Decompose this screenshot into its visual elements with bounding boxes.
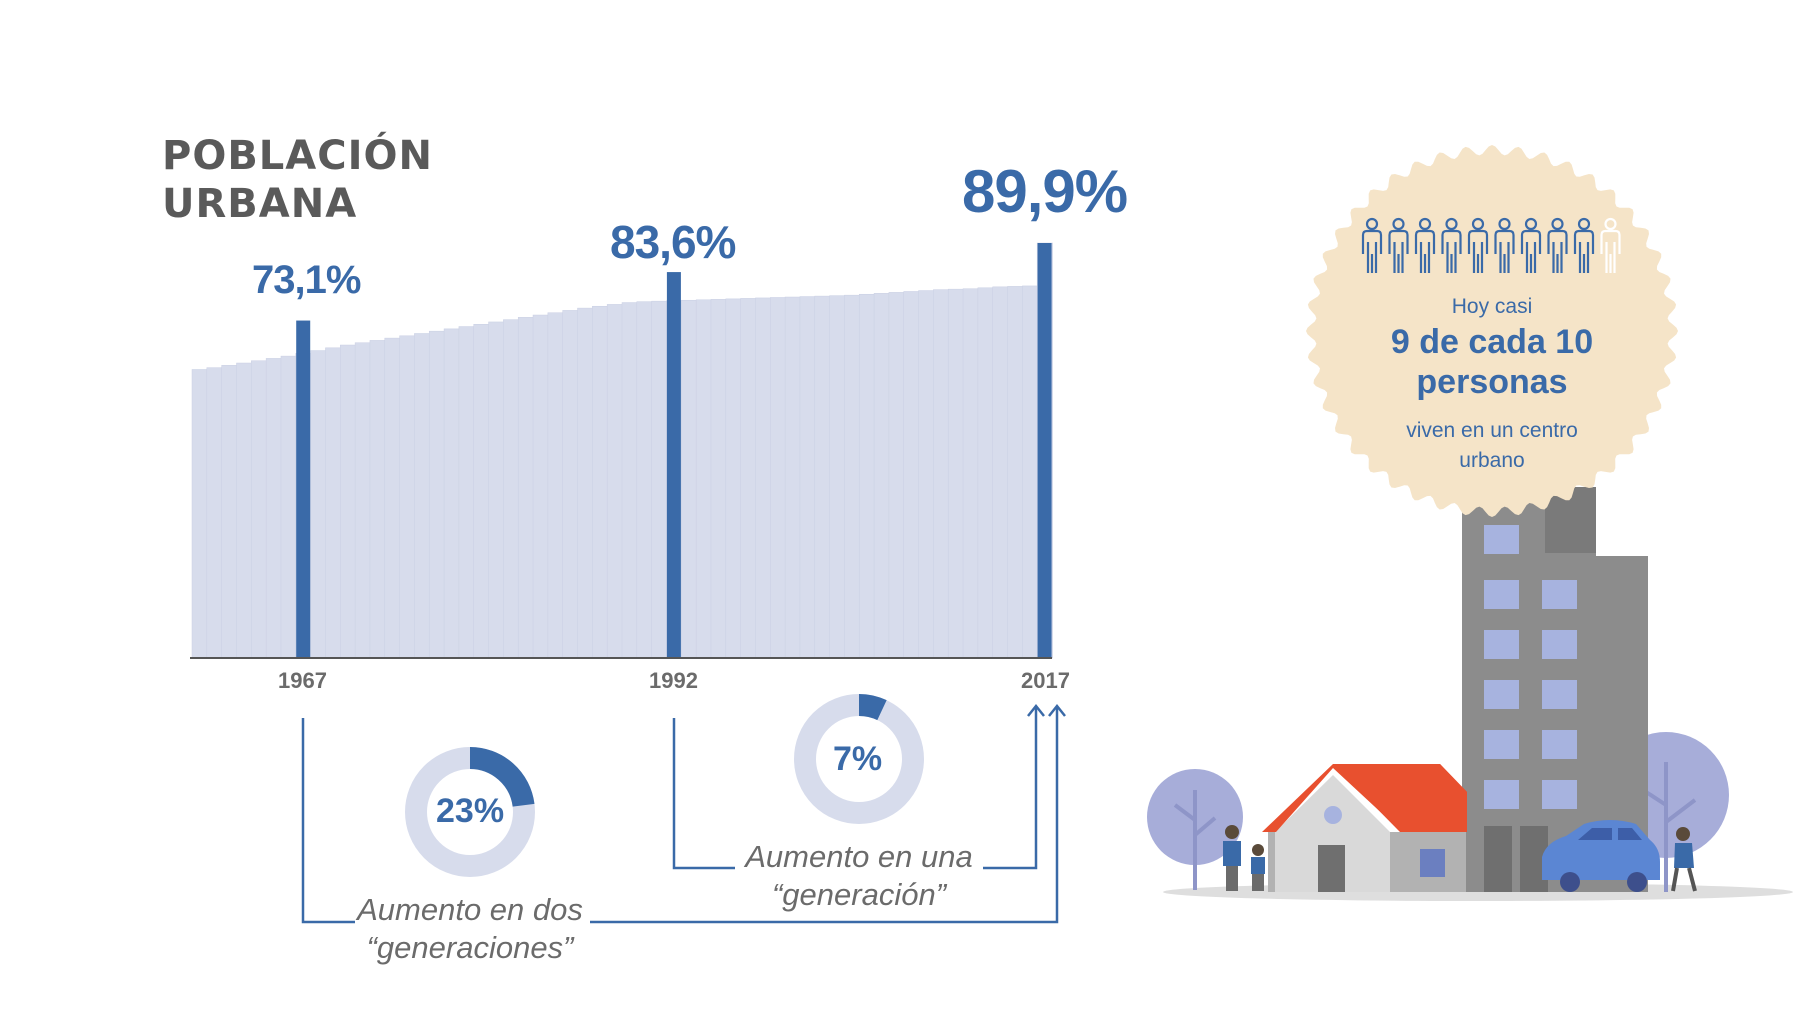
people-row: [1361, 217, 1621, 273]
donut-label-7: 7%: [833, 740, 883, 778]
donut-label-23: 23%: [436, 792, 505, 830]
car-icon: [1542, 820, 1660, 892]
person-icon: [1223, 825, 1241, 891]
person-icon: [1467, 217, 1489, 273]
person-icon: [1520, 217, 1542, 273]
highlight-bar-2017: [1037, 243, 1052, 658]
person-icon: [1494, 217, 1515, 273]
highlight-bar-1992: [666, 272, 681, 658]
person-icon: [1600, 217, 1621, 273]
sticker-line-3: personas: [1416, 363, 1568, 401]
arrowhead-icon: [1048, 703, 1066, 717]
donut-one-generation: [794, 694, 924, 824]
arrowhead-icon: [1027, 703, 1045, 717]
caption-one-generation: Aumento en una “generación”: [718, 838, 1000, 914]
sticker-background: [1306, 145, 1678, 517]
value-label-1992: 83,6%: [610, 216, 736, 268]
caption-two-generations-line2: “generaciones”: [366, 930, 574, 965]
tick-label-1992: 1992: [649, 668, 698, 693]
tree-icon: [1147, 769, 1243, 890]
sticker-line-2: 9 de cada 10: [1390, 323, 1594, 361]
connector-one-generation-right: [983, 706, 1038, 870]
person-icon: [1441, 217, 1462, 273]
caption-one-generation-line1: Aumento en una: [745, 839, 973, 874]
donut-arc-23: [469, 747, 535, 808]
person-icon: [1251, 844, 1265, 891]
tick-label-1967: 1967: [278, 668, 327, 693]
caption-two-generations: Aumento en dos “generaciones”: [330, 891, 610, 967]
sticker-line-5: urbano: [1459, 449, 1525, 472]
house-icon: [1262, 764, 1467, 892]
value-label-1967: 73,1%: [252, 258, 361, 302]
bars-highlighted: [296, 243, 1052, 658]
donut-arc-7: [858, 694, 887, 721]
person-icon: [1671, 827, 1697, 892]
chart-title: POBLACIÓN URBANA: [162, 132, 433, 228]
title-line-1: POBLACIÓN: [162, 133, 433, 179]
value-label-2017: 89,9%: [962, 158, 1128, 225]
person-icon: [1361, 217, 1383, 273]
highlight-bar-1967: [296, 320, 311, 658]
donut-two-generations: [405, 747, 535, 877]
sticker-line-4: viven en un centro: [1406, 419, 1578, 442]
connector-two-generations: [301, 718, 355, 924]
person-icon: [1573, 217, 1595, 273]
person-icon: [1547, 217, 1568, 273]
caption-two-generations-line1: Aumento en dos: [357, 892, 583, 927]
person-icon: [1388, 217, 1409, 273]
tick-label-2017: 2017: [1021, 668, 1070, 693]
connector-two-generations-right: [590, 706, 1059, 924]
connector-one-generation: [672, 718, 735, 870]
sticker-line-1: Hoy casi: [1451, 295, 1533, 318]
title-line-2: URBANA: [162, 181, 358, 227]
person-icon: [1414, 217, 1436, 273]
caption-one-generation-line2: “generación”: [771, 877, 947, 912]
